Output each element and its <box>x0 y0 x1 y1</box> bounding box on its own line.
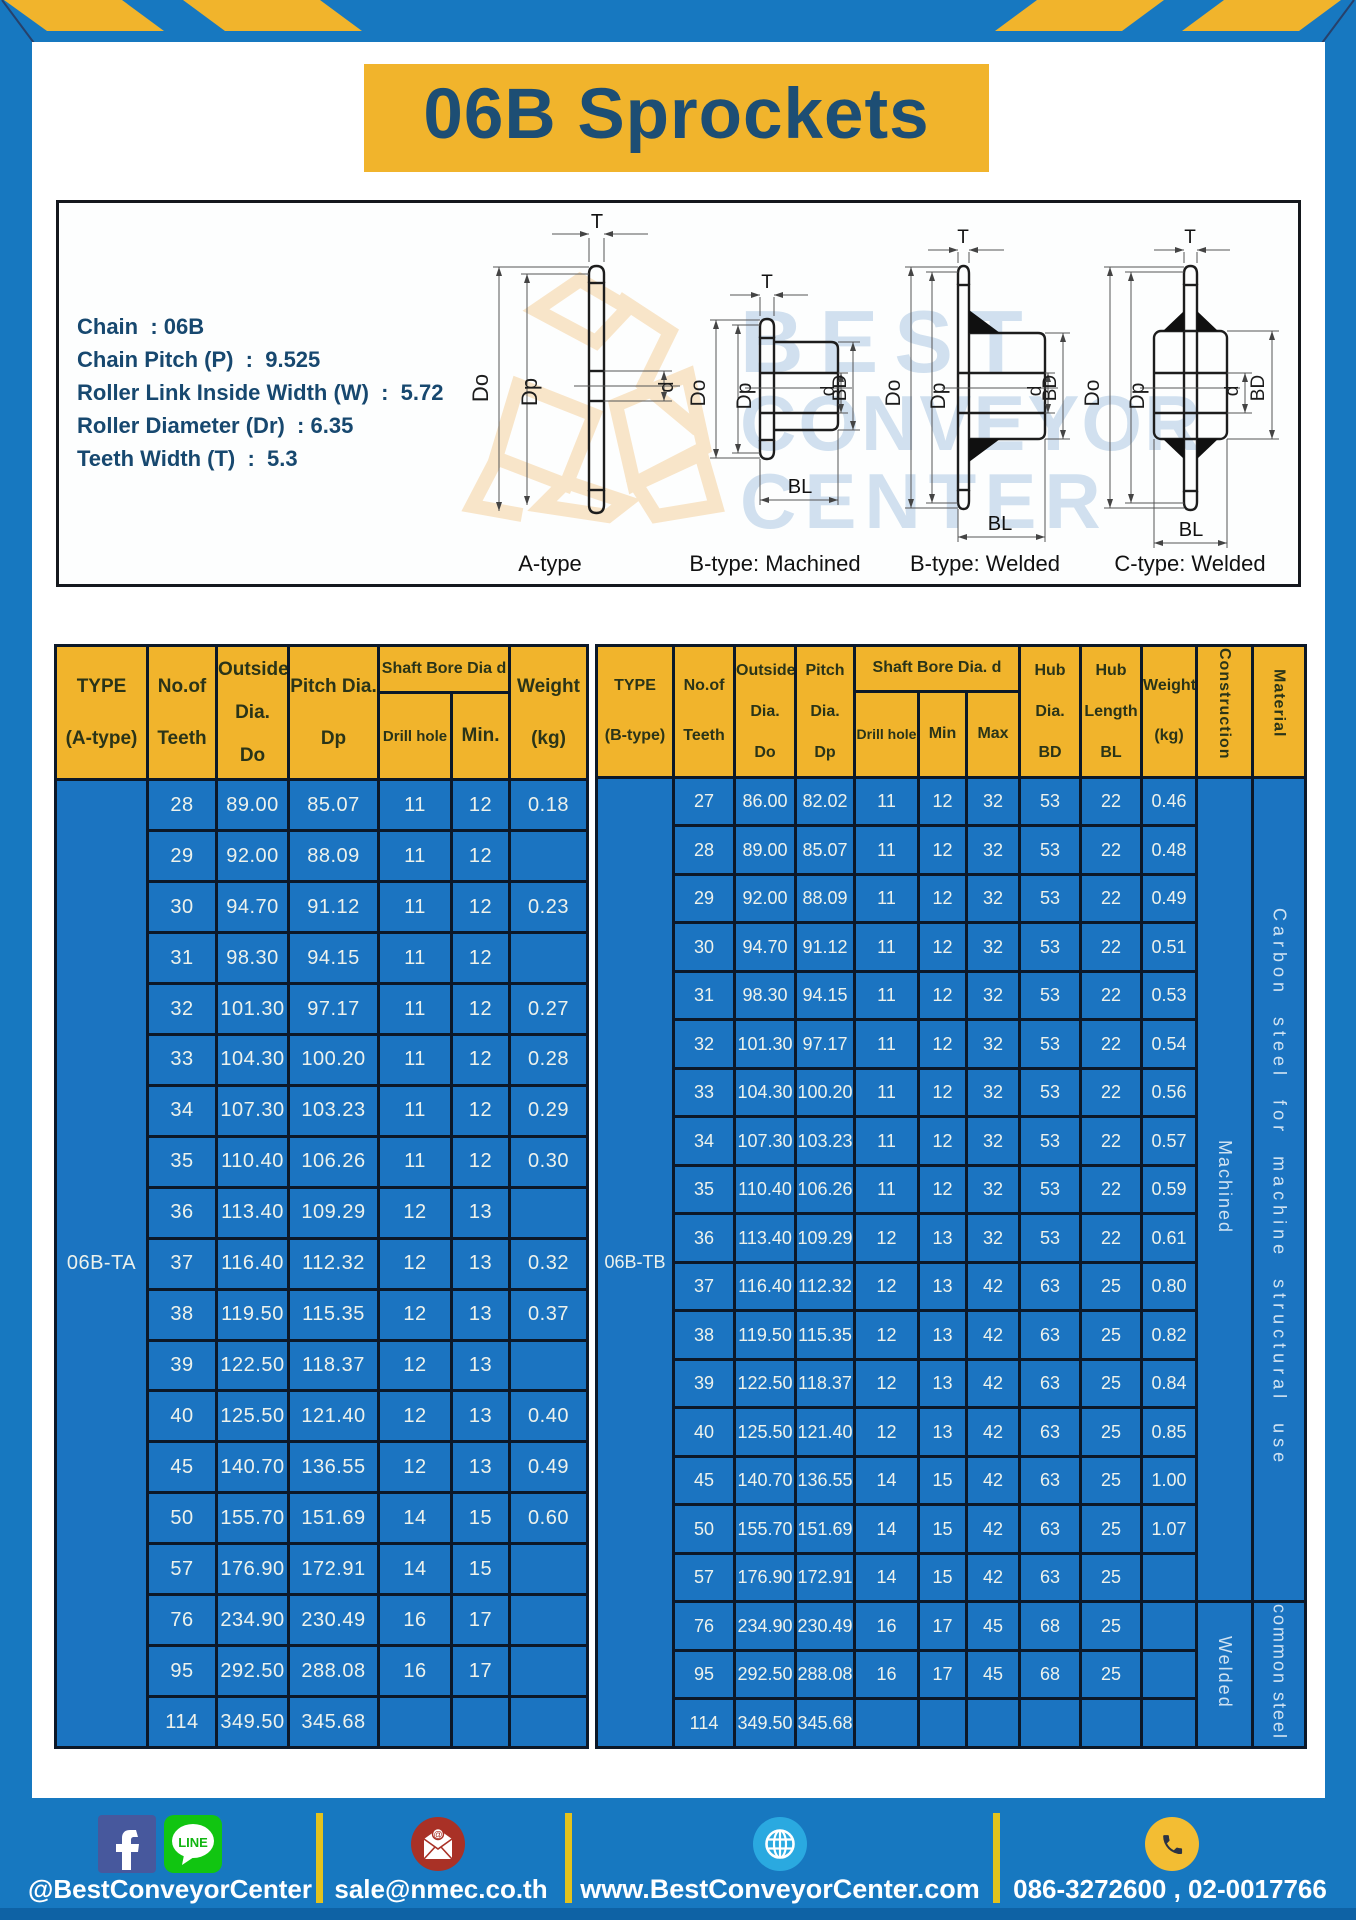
svg-text:BD: BD <box>1248 375 1269 401</box>
svg-text:BD: BD <box>830 375 851 401</box>
svg-text:Do: Do <box>468 374 493 402</box>
svg-text:BL: BL <box>988 513 1012 535</box>
svg-text:Do: Do <box>882 380 905 407</box>
svg-text:Dp: Dp <box>733 383 756 410</box>
svg-text:Dp: Dp <box>517 378 542 406</box>
svg-text:BL: BL <box>1179 519 1203 541</box>
svg-text:T: T <box>957 227 969 248</box>
svg-text:A-type: A-type <box>518 551 582 576</box>
svg-text:d: d <box>1025 386 1046 397</box>
svg-text:d: d <box>656 381 678 392</box>
svg-text:BD: BD <box>1040 375 1061 401</box>
svg-text:Dp: Dp <box>1126 383 1149 410</box>
svg-text:C-type: Welded: C-type: Welded <box>1114 551 1265 576</box>
svg-text:T: T <box>1184 227 1196 248</box>
svg-text:d: d <box>1222 386 1243 397</box>
svg-text:B-type: Machined: B-type: Machined <box>689 551 860 576</box>
svg-text:d: d <box>818 386 839 397</box>
svg-text:B-type: Welded: B-type: Welded <box>910 551 1060 576</box>
svg-text:@: @ <box>433 1830 442 1840</box>
svg-text:Dp: Dp <box>927 383 950 410</box>
svg-text:CENTER: CENTER <box>740 457 1109 545</box>
svg-text:LINE: LINE <box>178 1835 208 1850</box>
svg-text:Do: Do <box>687 380 710 407</box>
svg-text:Do: Do <box>1081 380 1104 407</box>
svg-text:T: T <box>591 211 603 233</box>
svg-text:T: T <box>761 272 773 293</box>
svg-text:BL: BL <box>788 476 812 498</box>
